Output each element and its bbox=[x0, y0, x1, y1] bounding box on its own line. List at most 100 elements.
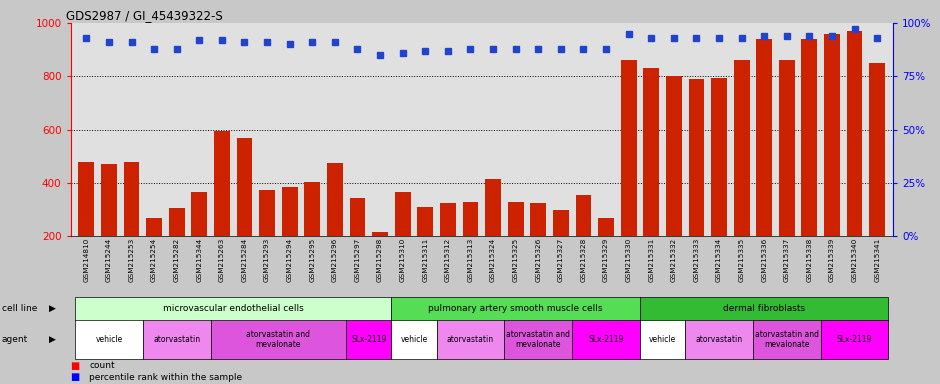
Text: GSM215330: GSM215330 bbox=[626, 237, 632, 281]
Text: microvascular endothelial cells: microvascular endothelial cells bbox=[163, 304, 304, 313]
Bar bbox=[75, 297, 391, 321]
Text: cell line: cell line bbox=[2, 304, 38, 313]
Bar bbox=[259, 190, 275, 290]
Text: percentile rank within the sample: percentile rank within the sample bbox=[89, 372, 243, 382]
Text: GSM215312: GSM215312 bbox=[445, 237, 451, 281]
Text: GSM215297: GSM215297 bbox=[354, 237, 360, 281]
Bar bbox=[391, 320, 436, 359]
Bar bbox=[75, 320, 143, 359]
Text: GSM215337: GSM215337 bbox=[784, 237, 790, 281]
Text: GSM215254: GSM215254 bbox=[151, 237, 157, 281]
Bar bbox=[734, 60, 749, 290]
Bar bbox=[779, 60, 794, 290]
Bar bbox=[440, 203, 456, 290]
Bar bbox=[870, 63, 885, 290]
Bar bbox=[643, 68, 659, 290]
Bar bbox=[305, 182, 321, 290]
Text: GSM215340: GSM215340 bbox=[852, 237, 857, 281]
Bar bbox=[847, 31, 863, 290]
Text: GSM215325: GSM215325 bbox=[512, 237, 519, 281]
Bar bbox=[327, 163, 343, 290]
Text: GSM215327: GSM215327 bbox=[557, 237, 564, 281]
Text: vehicle: vehicle bbox=[95, 335, 122, 344]
Text: GSM215328: GSM215328 bbox=[580, 237, 587, 281]
Text: agent: agent bbox=[2, 335, 28, 344]
Text: ▶: ▶ bbox=[49, 335, 55, 344]
Text: atorvastatin: atorvastatin bbox=[446, 335, 494, 344]
Bar bbox=[685, 320, 753, 359]
Text: vehicle: vehicle bbox=[400, 335, 428, 344]
Bar bbox=[620, 60, 636, 290]
Bar bbox=[824, 34, 840, 290]
Bar bbox=[214, 131, 229, 290]
Bar bbox=[711, 78, 727, 290]
Bar bbox=[237, 137, 253, 290]
Bar bbox=[508, 202, 524, 290]
Bar bbox=[688, 79, 704, 290]
Bar bbox=[572, 320, 640, 359]
Bar bbox=[391, 297, 640, 321]
Bar bbox=[553, 210, 569, 290]
Bar bbox=[505, 320, 572, 359]
Bar bbox=[462, 202, 478, 290]
Text: GSM215331: GSM215331 bbox=[649, 237, 654, 281]
Bar bbox=[821, 320, 888, 359]
Text: GSM215326: GSM215326 bbox=[535, 237, 541, 281]
Text: GSM215298: GSM215298 bbox=[377, 237, 384, 281]
Text: SLx-2119: SLx-2119 bbox=[837, 335, 872, 344]
Text: vehicle: vehicle bbox=[649, 335, 676, 344]
Text: GSM215335: GSM215335 bbox=[739, 237, 744, 281]
Bar bbox=[147, 217, 162, 290]
Text: GSM215294: GSM215294 bbox=[287, 237, 292, 281]
Text: pulmonary artery smooth muscle cells: pulmonary artery smooth muscle cells bbox=[429, 304, 603, 313]
Text: GSM215344: GSM215344 bbox=[196, 237, 202, 281]
Bar bbox=[640, 297, 888, 321]
Text: GSM215341: GSM215341 bbox=[874, 237, 880, 281]
Text: GSM215311: GSM215311 bbox=[422, 237, 429, 281]
Text: GSM215284: GSM215284 bbox=[242, 237, 247, 281]
Bar bbox=[395, 192, 411, 290]
Text: atorvastatin: atorvastatin bbox=[153, 335, 200, 344]
Text: ▶: ▶ bbox=[49, 304, 55, 313]
Text: dermal fibroblasts: dermal fibroblasts bbox=[723, 304, 806, 313]
Bar bbox=[640, 320, 685, 359]
Bar bbox=[485, 179, 501, 290]
Text: GDS2987 / GI_45439322-S: GDS2987 / GI_45439322-S bbox=[67, 9, 223, 22]
Bar bbox=[436, 320, 505, 359]
Bar bbox=[350, 197, 366, 290]
Bar bbox=[530, 203, 546, 290]
Text: GSM215333: GSM215333 bbox=[694, 237, 699, 281]
Text: GSM215282: GSM215282 bbox=[174, 237, 180, 281]
Text: GSM215263: GSM215263 bbox=[219, 237, 225, 281]
Text: GSM215293: GSM215293 bbox=[264, 237, 270, 281]
Text: GSM215310: GSM215310 bbox=[400, 237, 406, 281]
Bar bbox=[169, 208, 184, 290]
Bar bbox=[598, 217, 614, 290]
Text: atorvastatin and
mevalonate: atorvastatin and mevalonate bbox=[246, 330, 310, 349]
Text: SLx-2119: SLx-2119 bbox=[351, 335, 386, 344]
Text: GSM215336: GSM215336 bbox=[761, 237, 767, 281]
Text: ■: ■ bbox=[70, 372, 80, 382]
Text: GSM215295: GSM215295 bbox=[309, 237, 315, 281]
Text: GSM215339: GSM215339 bbox=[829, 237, 835, 281]
Bar bbox=[575, 195, 591, 290]
Text: GSM215338: GSM215338 bbox=[807, 237, 812, 281]
Text: GSM215324: GSM215324 bbox=[490, 237, 496, 281]
Text: SLx-2119: SLx-2119 bbox=[588, 335, 624, 344]
Bar bbox=[78, 162, 94, 290]
Text: GSM215244: GSM215244 bbox=[106, 237, 112, 281]
Text: GSM215329: GSM215329 bbox=[603, 237, 609, 281]
Text: GSM215334: GSM215334 bbox=[716, 237, 722, 281]
Bar bbox=[192, 192, 207, 290]
Text: GSM215332: GSM215332 bbox=[671, 237, 677, 281]
Text: GSM214810: GSM214810 bbox=[84, 237, 89, 281]
Text: ■: ■ bbox=[70, 361, 80, 371]
Bar bbox=[753, 320, 821, 359]
Bar bbox=[802, 39, 817, 290]
Text: atorvastatin and
mevalonate: atorvastatin and mevalonate bbox=[755, 330, 819, 349]
Bar bbox=[282, 187, 298, 290]
Bar bbox=[211, 320, 346, 359]
Bar bbox=[143, 320, 211, 359]
Text: GSM215296: GSM215296 bbox=[332, 237, 337, 281]
Text: count: count bbox=[89, 361, 115, 370]
